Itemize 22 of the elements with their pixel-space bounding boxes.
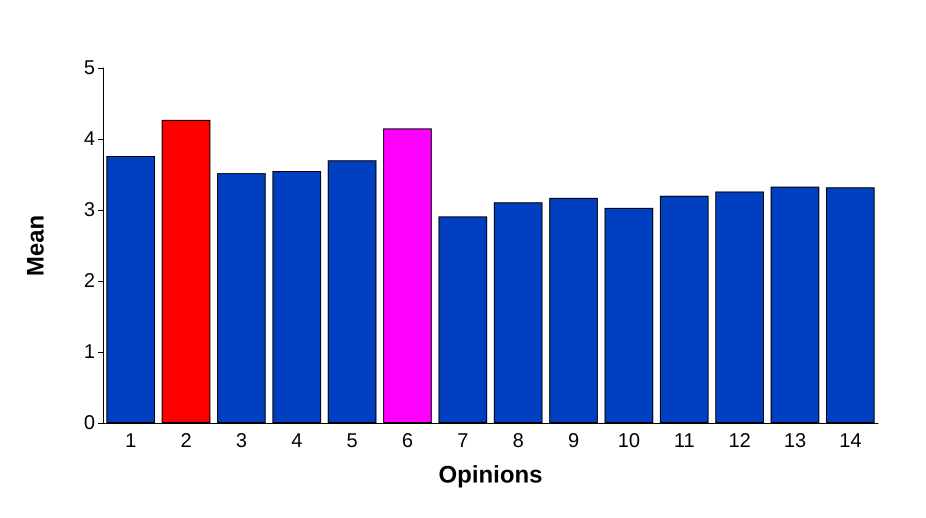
x-tick-label: 8 <box>512 430 524 452</box>
x-tick-label: 10 <box>618 430 640 452</box>
x-tick-label: 12 <box>728 430 751 452</box>
x-tick-label: 4 <box>291 430 302 452</box>
y-tick-label: 0 <box>84 412 95 434</box>
y-tick-label: 3 <box>84 199 95 221</box>
y-tick-label: 1 <box>84 341 95 363</box>
y-tick-label: 2 <box>84 270 95 292</box>
x-tick-label: 9 <box>568 430 580 452</box>
y-axis-title: Mean <box>22 214 50 276</box>
x-tick-label: 3 <box>236 430 247 452</box>
y-tick-label: 4 <box>84 128 95 150</box>
x-tick-label: 7 <box>457 430 468 452</box>
x-axis-title: Opinions <box>438 462 542 488</box>
x-tick-label: 6 <box>402 430 414 452</box>
x-tick-label: 11 <box>674 430 695 452</box>
x-tick-label: 2 <box>180 430 192 452</box>
x-tick-label: 1 <box>125 430 136 452</box>
y-tick-label: 5 <box>84 57 95 79</box>
x-tick-label: 13 <box>784 430 806 452</box>
x-tick-label: 14 <box>839 430 862 452</box>
x-tick-label: 5 <box>346 430 358 452</box>
